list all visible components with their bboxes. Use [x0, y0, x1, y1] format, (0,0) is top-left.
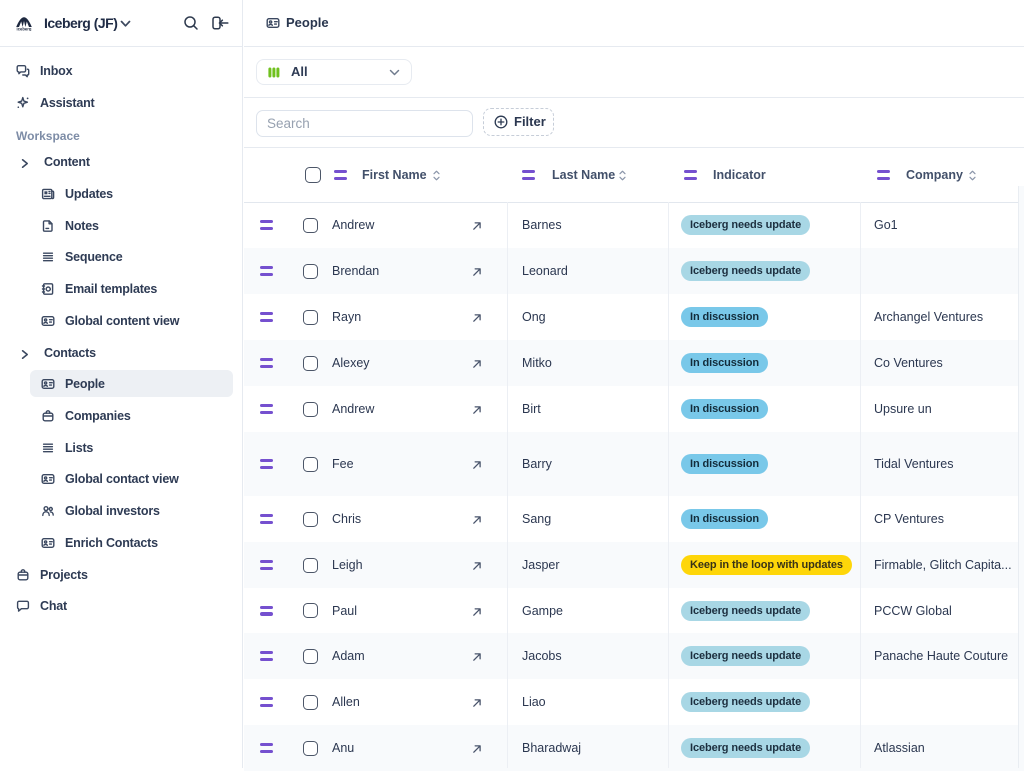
svg-text:iceberg: iceberg	[17, 27, 32, 31]
